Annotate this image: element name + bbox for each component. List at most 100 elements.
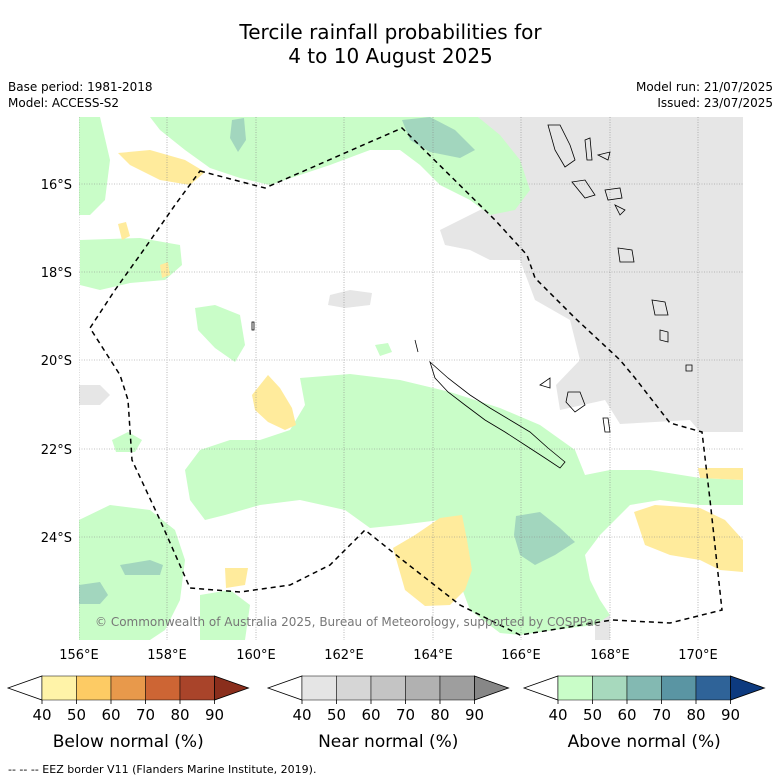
colorbar-tick-label: 90	[205, 706, 224, 724]
colorbar-segment	[336, 675, 372, 701]
above-normal-region	[200, 590, 250, 640]
gridlines	[79, 117, 743, 640]
island-coast	[539, 377, 551, 389]
above-normal-region	[112, 432, 142, 452]
above-normal-region	[185, 374, 743, 635]
colorbar-segment	[110, 675, 146, 701]
island-coast	[571, 179, 596, 199]
colorbar-segment	[405, 675, 441, 701]
colorbar-tick-label: 70	[136, 706, 155, 724]
above-normal-50-region	[514, 512, 575, 565]
lat-tick: 16°S	[41, 178, 72, 193]
footer-note: -- -- -- EEZ border V11 (Flanders Marine…	[8, 763, 317, 776]
colorbar-tick-label: 90	[721, 706, 740, 724]
below-normal-region	[393, 515, 472, 606]
colorbar-tick-label: 60	[617, 706, 636, 724]
colorbar-segment	[301, 675, 337, 701]
island-coast	[614, 204, 626, 216]
island-coast	[251, 321, 255, 331]
lat-tick: 22°S	[41, 443, 72, 458]
above-normal-region	[375, 343, 392, 356]
colorbar-tick-label: 60	[361, 706, 380, 724]
near-normal-region	[328, 290, 372, 308]
colorbar-tick-label: 80	[170, 706, 189, 724]
below-normal-region	[160, 262, 170, 278]
colorbar-tick-label: 50	[327, 706, 346, 724]
colorbar-tick-label: 40	[32, 706, 51, 724]
colorbar-left-arrow	[266, 675, 303, 701]
colorbar-segment	[661, 675, 697, 701]
colorbar-segment	[439, 675, 475, 701]
colorbar-tick-label: 80	[430, 706, 449, 724]
island-coast	[584, 137, 593, 161]
colorbar-left-arrow	[522, 675, 559, 701]
lon-tick: 166°E	[501, 648, 541, 663]
lon-tick: 164°E	[413, 648, 453, 663]
colorbar-right-arrow	[730, 675, 766, 701]
lon-tick: 162°E	[324, 648, 364, 663]
island-coast	[685, 364, 693, 372]
colorbar-segment	[557, 675, 593, 701]
colorbar-segment	[76, 675, 112, 701]
longitude-ticks: 156°E 158°E 160°E 162°E 164°E 166°E 168°…	[59, 648, 718, 663]
below-normal-region	[118, 150, 205, 185]
latitude-ticks: 16°S 18°S 20°S 22°S 24°S	[41, 178, 72, 546]
near-normal-colorbar: 40 50 60 70 80 90 Near normal (%)	[266, 675, 510, 752]
island-coast	[414, 339, 419, 353]
island-coast	[596, 151, 611, 161]
island-coast	[617, 247, 635, 263]
below-normal-region	[225, 568, 248, 588]
colorbar-right-arrow	[474, 675, 510, 701]
colorbar-segment	[370, 675, 406, 701]
colorbar-segment	[695, 675, 731, 701]
island-coast	[604, 187, 623, 201]
colorbar-tick-label: 40	[292, 706, 311, 724]
colorbar-tick-label: 50	[67, 706, 86, 724]
new-caledonia-coast	[429, 360, 566, 469]
model-run-label: Model run: 21/07/2025	[635, 80, 773, 94]
colorbar-title: Below normal (%)	[53, 732, 204, 752]
colorbar-segment	[145, 675, 181, 701]
island-coast	[651, 299, 669, 316]
colorbar-left-arrow	[6, 675, 43, 701]
colorbar-tick-label: 90	[465, 706, 484, 724]
colorbar-title: Near normal (%)	[318, 732, 458, 752]
above-normal-region	[195, 305, 245, 362]
colorbar-tick-label: 70	[652, 706, 671, 724]
above-normal-50-region	[230, 118, 246, 152]
title-line-1: Tercile rainfall probabilities for	[239, 20, 542, 44]
island-coast	[565, 391, 586, 413]
issued-label: Issued: 23/07/2025	[657, 96, 773, 110]
lon-tick: 170°E	[678, 648, 718, 663]
near-normal-region	[79, 385, 110, 405]
lon-tick: 160°E	[236, 648, 276, 663]
lat-tick: 20°S	[41, 354, 72, 369]
copyright-text: © Commonwealth of Australia 2025, Bureau…	[95, 615, 600, 629]
coastlines	[251, 124, 693, 469]
lat-tick: 24°S	[41, 531, 72, 546]
island-coast	[602, 417, 611, 433]
lon-tick: 158°E	[147, 648, 187, 663]
lon-tick: 168°E	[590, 648, 630, 663]
colorbar-tick-label: 70	[396, 706, 415, 724]
colorbar-title: Above normal (%)	[568, 732, 721, 752]
colorbar-segment	[41, 675, 77, 701]
colorbar-segment	[592, 675, 628, 701]
island-coast	[659, 329, 669, 343]
above-normal-region	[79, 117, 110, 215]
island-coast	[547, 124, 576, 168]
colorbar-tick-label: 60	[101, 706, 120, 724]
model-label: Model: ACCESS-S2	[8, 96, 120, 110]
below-normal-region	[118, 222, 130, 240]
below-normal-region	[252, 375, 296, 430]
colorbar-segment	[626, 675, 662, 701]
colorbar-segment	[179, 675, 215, 701]
above-normal-50-region	[402, 117, 475, 158]
colorbar-tick-label: 50	[583, 706, 602, 724]
below-normal-region	[698, 468, 743, 480]
lat-tick: 18°S	[41, 266, 72, 281]
above-normal-50-region	[120, 560, 163, 575]
